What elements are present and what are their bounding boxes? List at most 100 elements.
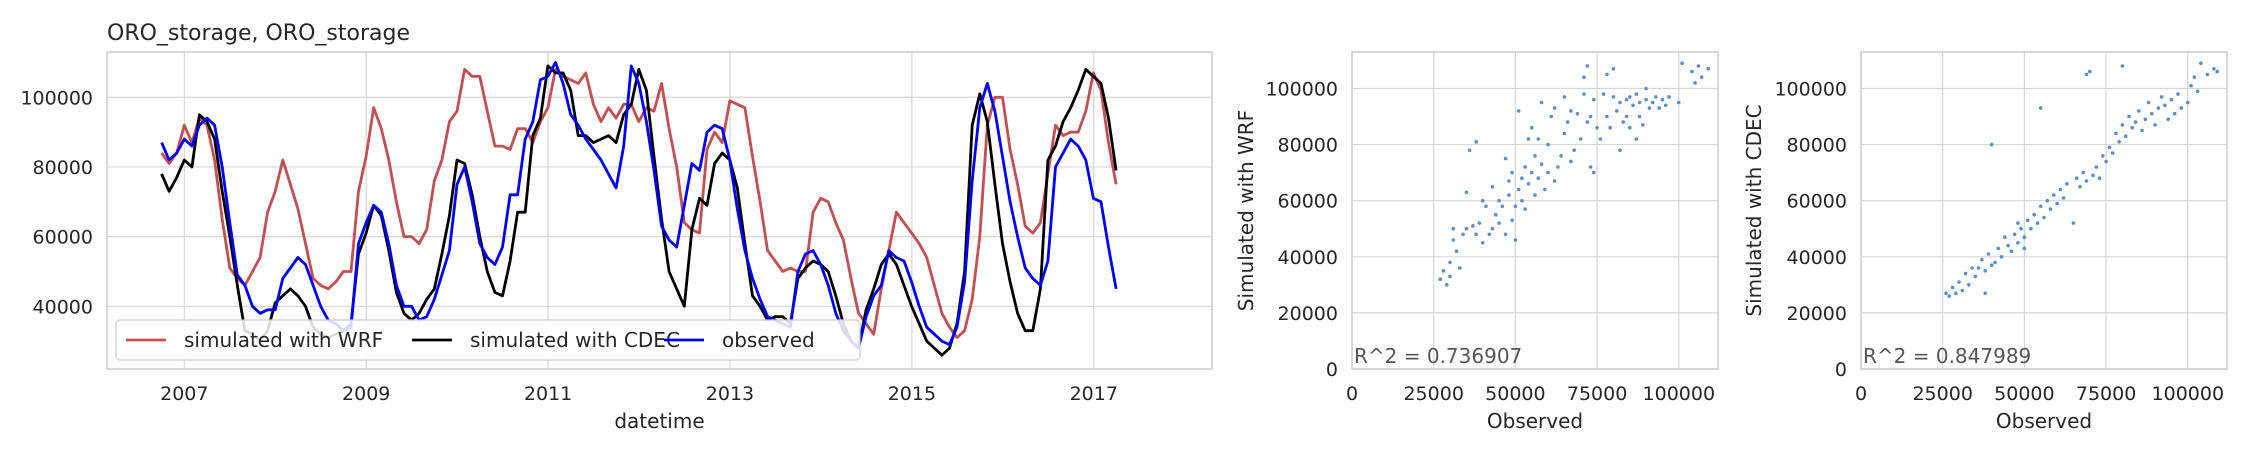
scatter-point (2176, 92, 2180, 96)
scatter-point (1996, 246, 2001, 251)
scatter-point (1699, 75, 1704, 79)
legend-entry: simulated with WRF (184, 328, 383, 352)
scatter-point (1520, 198, 1524, 203)
x-tick-label: 2011 (524, 383, 572, 405)
wrf-scatter-panel: 0 25000 50000 75000 100000 0 20000 40000 60000 80… (1234, 51, 1719, 433)
scatter-point (1960, 288, 1965, 293)
plot-frame (1860, 51, 2228, 370)
scatter-point (1641, 123, 1645, 127)
scatter-point (2169, 97, 2174, 102)
x-tick-label: 50000 (1994, 383, 2054, 405)
scatter-point (2159, 95, 2164, 99)
plot-frame (106, 51, 1213, 370)
scatter-point (1663, 103, 1668, 108)
scatter-point (1660, 97, 1665, 102)
y-tick-label: 40000 (1787, 247, 1847, 269)
scatter-point (1582, 75, 1586, 79)
scatter-point (1690, 69, 1694, 74)
scatter-point (1543, 187, 1547, 192)
scatter-point (2215, 69, 2219, 74)
scatter-point (1480, 198, 1485, 203)
scatter-point (1677, 100, 1681, 105)
y-tick-label: 80000 (33, 157, 93, 179)
scatter-point (1601, 92, 1606, 96)
legend-entry: observed (722, 328, 815, 352)
y-tick-label: 100000 (20, 87, 93, 109)
x-axis-label: Observed (1487, 409, 1583, 433)
scatter-point (1595, 125, 1599, 130)
scatter-point (2094, 165, 2099, 169)
scatter-point (1510, 170, 1514, 175)
scatter-point (2016, 221, 2020, 225)
scatter-point (2078, 184, 2082, 189)
scatter-point (1536, 137, 1541, 141)
x-axis-label: datetime (614, 409, 704, 433)
scatter-point (1618, 100, 1622, 105)
scatter-point (2123, 134, 2128, 138)
scatter-point (1618, 148, 1622, 152)
scatter-point (1579, 137, 1583, 141)
scatter-point (2074, 176, 2079, 180)
scatter-point (1605, 114, 1609, 119)
scatter-point (1569, 109, 1573, 113)
scatter-point (1516, 187, 1521, 192)
scatter-point (1950, 285, 1955, 290)
scatter-point (1650, 100, 1655, 105)
scatter-point (2065, 182, 2069, 186)
scatter-point (2212, 67, 2216, 71)
scatter-point (1503, 156, 1508, 161)
scatter-point (1608, 125, 1612, 130)
scatter-point (2032, 212, 2036, 217)
chart-title: ORO_storage, ORO_storage (107, 21, 410, 46)
scatter-point (1631, 103, 1635, 108)
x-tick-label: 2015 (888, 383, 936, 405)
y-tick-label: 20000 (1278, 303, 1338, 325)
scatter-point (2150, 111, 2154, 116)
scatter-point (2179, 106, 2184, 110)
y-tick-label: 40000 (1278, 247, 1338, 269)
scatter-point (2172, 111, 2177, 116)
x-tick-label: 2007 (160, 383, 208, 405)
scatter-point (2140, 128, 2144, 133)
scatter-point (1461, 232, 1465, 237)
scatter-point (2016, 241, 2020, 245)
legend-box (115, 319, 861, 361)
legend: simulated with WRF simulated with CDEC obs… (115, 319, 861, 361)
scatter-point (1947, 294, 1951, 298)
scatter-point (2003, 235, 2007, 239)
scatter-point (2143, 117, 2148, 122)
scatter-point (2006, 243, 2010, 248)
scatter-point (1957, 280, 1961, 284)
y-tick-label: 80000 (1787, 135, 1847, 157)
scatter-point (2163, 103, 2167, 108)
y-axis-label: Simulated with CDEC (1742, 104, 1766, 316)
scatter-point (2166, 117, 2170, 122)
scatter-point (1562, 95, 1567, 99)
scatter-point (1523, 207, 1527, 211)
x-tick-label: 100000 (1643, 383, 1716, 405)
scatter-point (2029, 226, 2033, 231)
scatter-point (1523, 165, 1527, 169)
scatter-point (2101, 154, 2105, 158)
scatter-point (1993, 260, 1997, 265)
scatter-point (2045, 198, 2050, 203)
scatter-point (2186, 100, 2190, 105)
scatter-point (1647, 106, 1652, 110)
scatter-point (1513, 204, 1518, 209)
scatter-point (1592, 97, 1596, 102)
timeseries-panel: 2007 2009 2011 2013 2015 2017 40000 60000 80000 1… (20, 21, 1213, 433)
scatter-point (1464, 226, 1469, 231)
scatter-point (2130, 125, 2134, 130)
scatter-point (2035, 221, 2040, 225)
scatter-point (1980, 257, 1984, 262)
scatter-point (1441, 269, 1446, 273)
scatter-point (2189, 83, 2193, 88)
scatter-point (2038, 106, 2043, 110)
scatter-point (2038, 204, 2043, 209)
scatter-point (1644, 86, 1648, 91)
scatter-point (1605, 72, 1609, 77)
scatter-point (1657, 106, 1661, 110)
scatter-point (1970, 266, 1974, 270)
scatter-point (1474, 140, 1478, 144)
scatter-point (1490, 226, 1495, 231)
